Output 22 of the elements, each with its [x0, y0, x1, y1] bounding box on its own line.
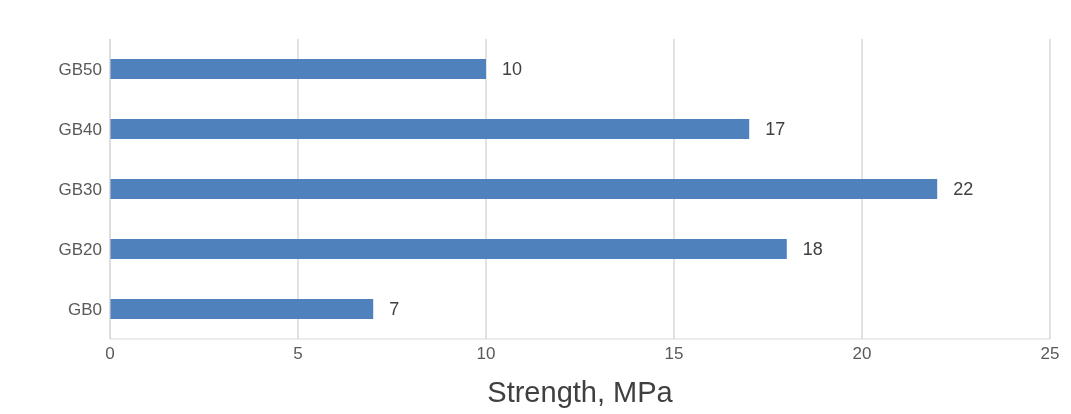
bar	[110, 299, 374, 319]
data-label: 22	[953, 179, 974, 200]
x-tick-label: 10	[476, 344, 496, 364]
data-label: 18	[802, 239, 823, 260]
y-tick-label: GB20	[58, 240, 102, 260]
x-tick-label: 20	[852, 344, 872, 364]
data-label: 7	[389, 299, 400, 320]
bar	[110, 179, 938, 199]
x-tick-label: 5	[293, 344, 303, 364]
data-label: 10	[502, 59, 523, 80]
x-tick-label: 15	[664, 344, 684, 364]
y-tick-label: GB40	[58, 120, 102, 140]
y-tick-label: GB0	[67, 300, 102, 320]
bar	[110, 59, 486, 79]
bar	[110, 239, 787, 259]
x-tick-label: 0	[105, 344, 115, 364]
y-tick-label: GB30	[58, 180, 102, 200]
x-tick-label: 25	[1040, 344, 1060, 364]
bar	[110, 119, 750, 139]
y-tick-label: GB50	[58, 60, 102, 80]
x-axis-title: Strength, MPa	[487, 376, 674, 408]
data-label: 17	[765, 119, 786, 140]
